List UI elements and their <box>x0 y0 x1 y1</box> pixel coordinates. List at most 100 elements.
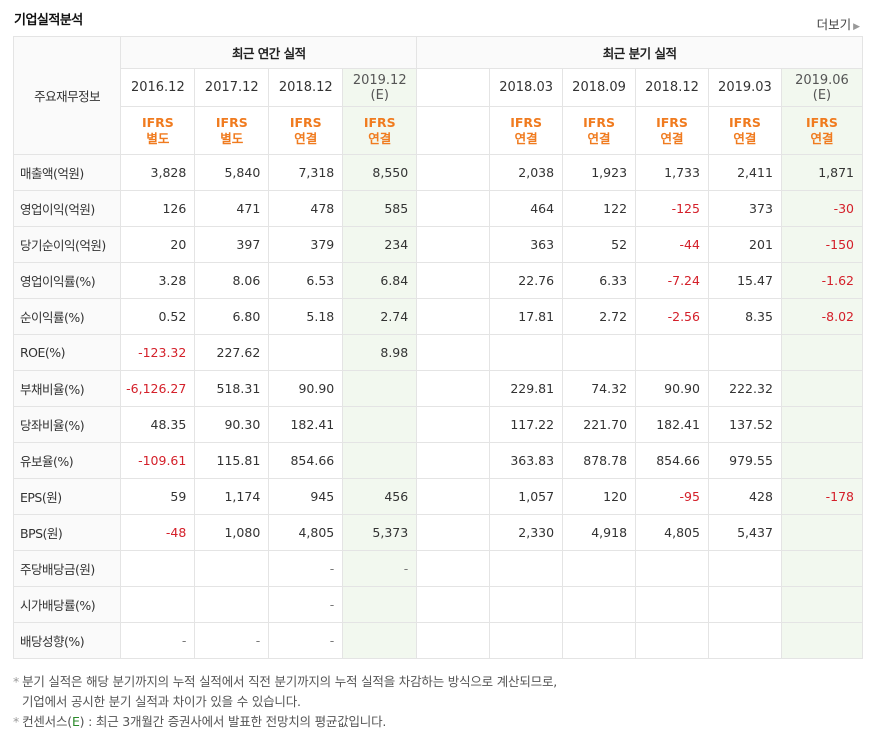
table-cell: 90.30 <box>194 406 270 443</box>
ifrs-type: 연결 <box>660 130 684 146</box>
table-cell: -178 <box>780 478 864 515</box>
table-cell: 979.55 <box>707 442 782 479</box>
ifrs-label: IFRS <box>656 114 688 130</box>
section-title: 기업실적분석 <box>14 13 83 28</box>
more-link[interactable]: 더보기 ▶ <box>817 14 860 33</box>
table-cell: 8.35 <box>707 298 782 335</box>
table-cell: 90.90 <box>268 370 344 407</box>
spacer-cell <box>416 262 491 299</box>
period-header: 2019.06 (E) <box>780 68 864 107</box>
table-cell: 48.35 <box>120 406 196 443</box>
table-cell: 2,411 <box>707 154 782 191</box>
table-cell <box>268 334 344 371</box>
table-cell <box>194 586 270 623</box>
ifrs-header: IFRS 연결 <box>268 106 344 155</box>
row-label: BPS(원) <box>12 514 122 551</box>
spacer-cell <box>416 190 491 227</box>
table-cell: -2.56 <box>635 298 709 335</box>
table-cell: 363 <box>489 226 564 263</box>
row-label: 영업이익률(%) <box>12 262 122 299</box>
table-cell <box>707 622 782 659</box>
table-cell: 6.33 <box>562 262 637 299</box>
ifrs-header: IFRS 연결 <box>635 106 709 155</box>
table-cell: 1,923 <box>562 154 637 191</box>
spacer-cell <box>416 226 491 263</box>
table-cell: -48 <box>120 514 196 551</box>
table-cell: 6.84 <box>342 262 418 299</box>
estimate-mark: (E) <box>370 87 389 103</box>
table-cell: 1,733 <box>635 154 709 191</box>
table-cell: - <box>268 622 344 659</box>
table-cell: 182.41 <box>268 406 344 443</box>
table-cell: - <box>342 550 418 587</box>
table-cell <box>342 622 418 659</box>
table-row: 순이익률(%) 0.52 6.80 5.18 2.74 17.81 2.72 -2.56 8.3… <box>12 298 864 335</box>
table-cell: 373 <box>707 190 782 227</box>
ifrs-header: IFRS 연결 <box>342 106 418 155</box>
table-cell: 5,840 <box>194 154 270 191</box>
table-cell <box>562 334 637 371</box>
financial-table: 주요재무정보 최근 연간 실적 최근 분기 실적 2016.12 2017.12 2… <box>12 36 864 659</box>
spacer-cell <box>416 334 491 371</box>
row-label: 당좌비율(%) <box>12 406 122 443</box>
spacer-cell <box>416 622 491 659</box>
table-cell: 22.76 <box>489 262 564 299</box>
table-cell: 115.81 <box>194 442 270 479</box>
row-label: 부채비율(%) <box>12 370 122 407</box>
period-header: 2018.03 <box>489 68 564 107</box>
ifrs-label: IFRS <box>363 114 396 130</box>
quarter-group-header: 최근 분기 실적 <box>416 36 863 69</box>
spacer-cell <box>416 514 491 551</box>
period-year: 2016.12 <box>130 80 185 95</box>
ifrs-type: 연결 <box>514 130 538 146</box>
period-year: 2017.12 <box>204 80 259 95</box>
annual-group-header: 최근 연간 실적 <box>120 36 418 69</box>
table-cell: 4,805 <box>635 514 709 551</box>
ifrs-header: IFRS 연결 <box>707 106 782 155</box>
table-cell: 1,871 <box>780 154 864 191</box>
table-row: 당좌비율(%) 48.35 90.30 182.41 117.22 221.70 182.4… <box>12 406 864 443</box>
table-cell: 117.22 <box>489 406 564 443</box>
table-cell: 7,318 <box>268 154 344 191</box>
table-cell <box>780 514 864 551</box>
table-cell: 122 <box>562 190 637 227</box>
spacer-cell <box>416 442 491 479</box>
table-cell: 471 <box>194 190 270 227</box>
period-year: 2019.06 <box>795 72 849 88</box>
table-row: 매출액(억원) 3,828 5,840 7,318 8,550 2,038 1,923 1,7… <box>12 154 864 191</box>
table-cell: -44 <box>635 226 709 263</box>
table-cell: 182.41 <box>635 406 709 443</box>
period-header: 2019.03 <box>707 68 782 107</box>
table-row: 주당배당금(원) - - <box>12 550 864 587</box>
table-cell: -150 <box>780 226 864 263</box>
estimate-mark: (E) <box>812 87 832 103</box>
table-cell: 74.32 <box>562 370 637 407</box>
table-cell: 379 <box>268 226 344 263</box>
row-label: 시가배당률(%) <box>12 586 122 623</box>
table-cell: - <box>194 622 270 659</box>
table-cell <box>342 370 418 407</box>
table-cell: 464 <box>489 190 564 227</box>
table-cell: 2,038 <box>489 154 564 191</box>
ifrs-type: 연결 <box>368 130 392 146</box>
period-header: 2018.09 <box>562 68 637 107</box>
ifrs-label: IFRS <box>215 114 248 130</box>
spacer-cell <box>416 154 491 191</box>
table-cell <box>489 550 564 587</box>
spacer-cell <box>416 586 491 623</box>
table-cell: 428 <box>707 478 782 515</box>
table-cell: 456 <box>342 478 418 515</box>
table-cell: 2.72 <box>562 298 637 335</box>
ifrs-type: 별도 <box>146 130 170 146</box>
table-cell: 397 <box>194 226 270 263</box>
spacer-cell <box>416 106 491 155</box>
spacer-cell <box>416 298 491 335</box>
ifrs-type: 연결 <box>810 130 834 146</box>
table-cell: 17.81 <box>489 298 564 335</box>
table-cell: - <box>268 586 344 623</box>
table-cell <box>780 442 864 479</box>
table-cell <box>562 550 637 587</box>
table-cell: 8.98 <box>342 334 418 371</box>
ifrs-label: IFRS <box>729 114 761 130</box>
table-cell: 126 <box>120 190 196 227</box>
